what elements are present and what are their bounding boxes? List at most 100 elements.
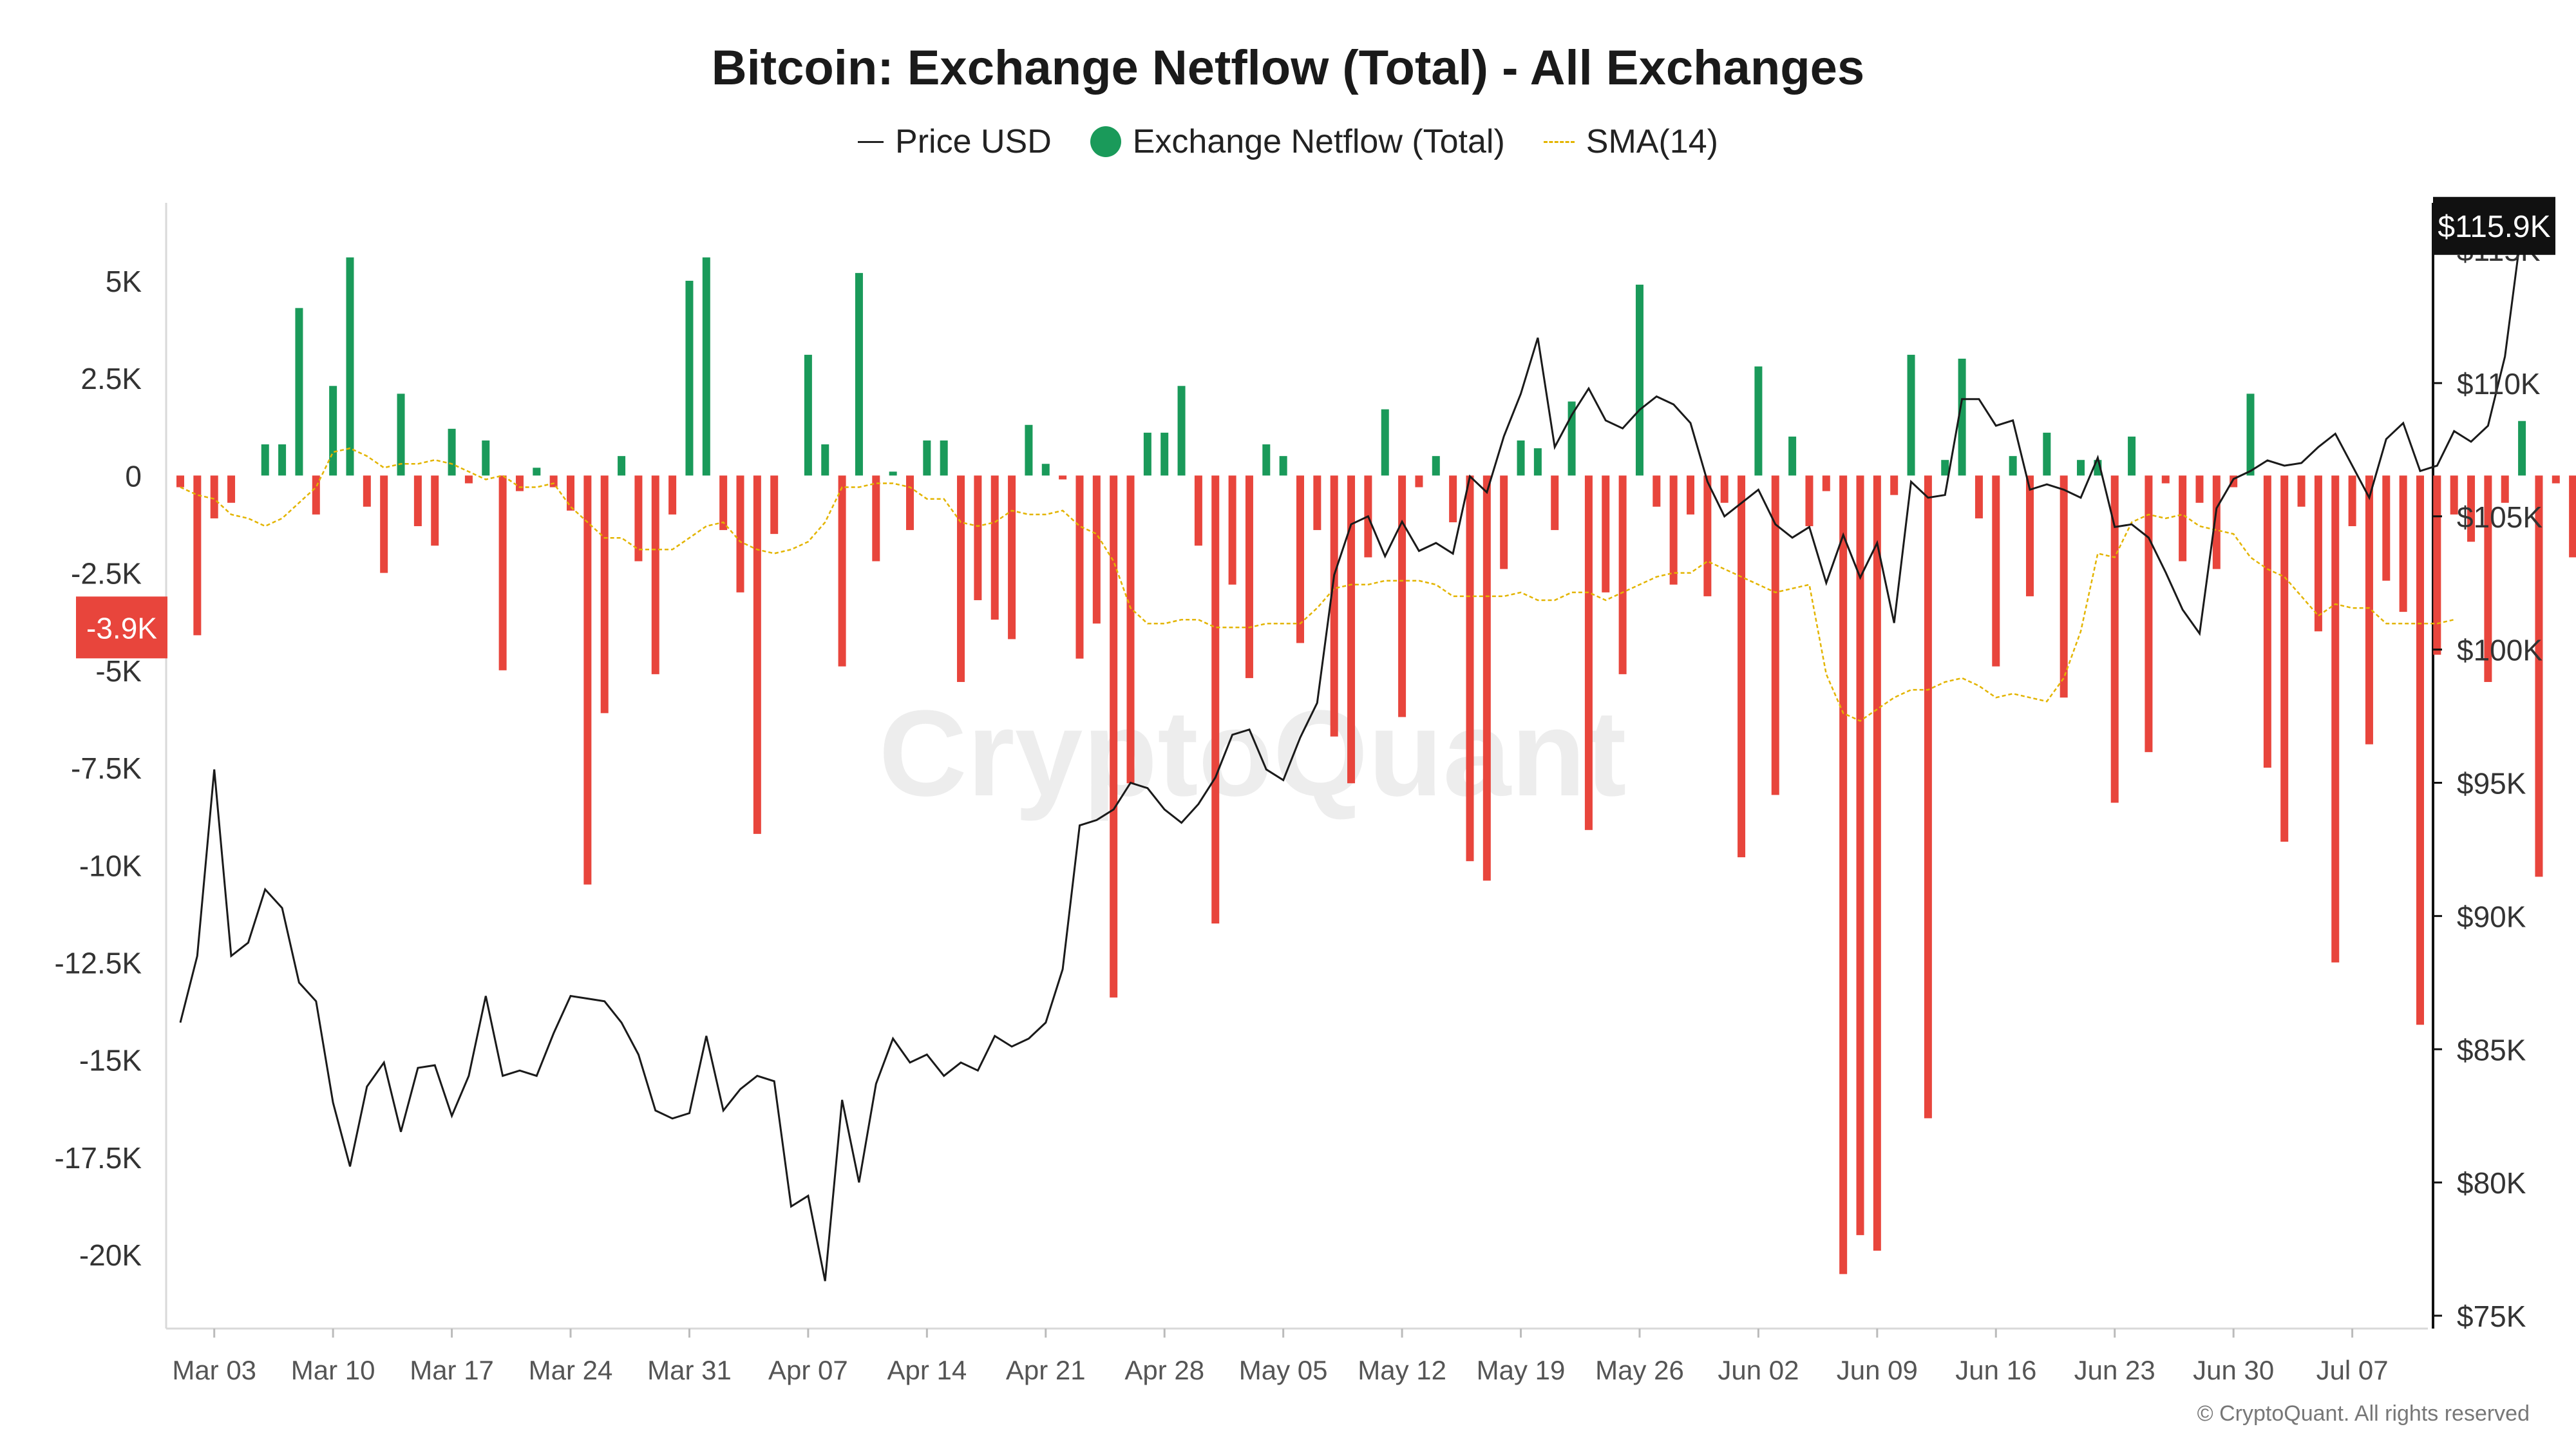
- inflow-bar: [2077, 460, 2085, 476]
- x-tick-label: Apr 14: [887, 1355, 967, 1385]
- x-tick-label: Jun 09: [1837, 1355, 1918, 1385]
- inflow-bar: [1279, 456, 1287, 476]
- inflow-bar: [1143, 432, 1151, 476]
- x-tick-label: Mar 03: [172, 1355, 256, 1385]
- x-tick-label: Apr 28: [1124, 1355, 1204, 1385]
- outflow-bar: [1313, 475, 1321, 531]
- outflow-bar: [1992, 475, 2000, 667]
- watermark-layer: CryptoQuant: [878, 685, 1626, 822]
- outflow-bar: [1669, 475, 1678, 585]
- inflow-bar: [1533, 448, 1542, 476]
- outflow-bar: [227, 475, 236, 503]
- current-netflow-label: -3.9K: [86, 611, 157, 645]
- x-tick-label: Mar 31: [647, 1355, 732, 1385]
- legend-item-netflow[interactable]: Exchange Netflow (Total): [1090, 122, 1505, 161]
- outflow-bar: [1975, 475, 1983, 518]
- outflow-bar: [1482, 475, 1491, 881]
- y-right-tick-label: $75K: [2457, 1300, 2526, 1333]
- outflow-bar: [1890, 475, 1899, 495]
- outflow-bar: [719, 475, 728, 531]
- legend-label-netflow: Exchange Netflow (Total): [1132, 123, 1505, 160]
- outflow-bar: [2569, 475, 2576, 558]
- outflow-bar: [2552, 475, 2560, 484]
- inflow-bar: [2128, 436, 2136, 476]
- legend-item-sma[interactable]: SMA(14): [1543, 122, 1718, 161]
- outflow-bar: [2535, 475, 2543, 877]
- inflow-bar: [804, 354, 812, 476]
- sma-dash-swatch: [1543, 140, 1575, 143]
- outflow-bar: [2348, 475, 2356, 527]
- outflow-bar: [2433, 475, 2441, 655]
- inflow-bar: [702, 257, 710, 476]
- outflow-bar: [1771, 475, 1779, 795]
- current-price-badge: [2433, 196, 2555, 255]
- netflow-dot-swatch: [1090, 126, 1121, 157]
- outflow-bar: [770, 475, 779, 535]
- inflow-bar: [397, 393, 405, 476]
- inflow-bar: [940, 440, 948, 476]
- inflow-bar: [295, 308, 303, 476]
- inflow-bar: [821, 444, 829, 476]
- outflow-bar: [974, 475, 982, 600]
- inflow-bar: [685, 280, 694, 476]
- y-left-tick-label: -2.5K: [71, 557, 142, 591]
- legend-label-price: Price USD: [895, 123, 1052, 160]
- outflow-bar: [2025, 475, 2034, 596]
- outflow-bar: [1398, 475, 1406, 717]
- inflow-bar: [1177, 386, 1186, 476]
- inflow-bar: [1381, 409, 1389, 476]
- inflow-bar: [2246, 393, 2255, 476]
- x-tick-label: Jul 07: [2316, 1355, 2389, 1385]
- outflow-bar: [2297, 475, 2306, 507]
- outflow-bar: [1126, 475, 1135, 784]
- inflow-bar: [1432, 456, 1440, 476]
- inflow-bar: [1635, 285, 1643, 476]
- y-right-tick-label: $110K: [2457, 367, 2541, 401]
- inflow-bar: [855, 272, 863, 476]
- outflow-bar: [549, 475, 558, 488]
- x-tick-label: Mar 17: [410, 1355, 494, 1385]
- outflow-bar: [2467, 475, 2476, 542]
- inflow-bar: [923, 440, 931, 476]
- inflow-bar: [1041, 464, 1050, 476]
- inflow-bar: [1941, 460, 1949, 476]
- x-tick-label: Jun 02: [1718, 1355, 1799, 1385]
- outflow-bar: [1822, 475, 1830, 491]
- x-tick-label: Mar 10: [291, 1355, 375, 1385]
- inflow-bar: [1754, 366, 1763, 476]
- y-left-tick-label: 2.5K: [80, 362, 142, 395]
- outflow-bar: [2382, 475, 2391, 581]
- y-right-tick-label: $90K: [2457, 900, 2526, 933]
- outflow-bar: [1653, 475, 1661, 507]
- outflow-bar: [312, 475, 320, 515]
- y-left-tick-label: -15K: [79, 1044, 142, 1077]
- outflow-bar: [1449, 475, 1457, 522]
- outflow-bar: [1703, 475, 1712, 596]
- inflow-bar: [448, 428, 456, 476]
- inflow-bar: [2518, 421, 2526, 476]
- y-right-tick-label: $95K: [2457, 767, 2526, 800]
- outflow-bar: [2212, 475, 2221, 569]
- y-left-tick-label: -20K: [79, 1238, 142, 1272]
- outflow-bar: [990, 475, 999, 620]
- outflow-bar: [1805, 475, 1814, 527]
- x-tick-label: Jun 16: [1955, 1355, 2036, 1385]
- outflow-bar: [1856, 475, 1864, 1235]
- outflow-bar: [567, 475, 575, 511]
- outflow-bar: [1839, 475, 1848, 1274]
- outflow-bar: [1466, 475, 1474, 862]
- legend-item-price[interactable]: Price USD: [858, 122, 1052, 161]
- x-tick-label: Jun 23: [2074, 1355, 2155, 1385]
- inflow-bar: [1958, 358, 1966, 476]
- outflow-bar: [1602, 475, 1610, 592]
- outflow-bar: [464, 475, 473, 484]
- outflow-bar: [634, 475, 643, 562]
- outflow-bar: [2280, 475, 2289, 842]
- outflow-bar: [515, 475, 524, 491]
- outflow-bar: [176, 475, 184, 488]
- inflow-bar: [1025, 424, 1033, 476]
- inflow-bar: [889, 471, 897, 476]
- outflow-bar: [2450, 475, 2458, 515]
- y-left-tick-label: 0: [125, 459, 142, 493]
- outflow-bar: [2331, 475, 2340, 963]
